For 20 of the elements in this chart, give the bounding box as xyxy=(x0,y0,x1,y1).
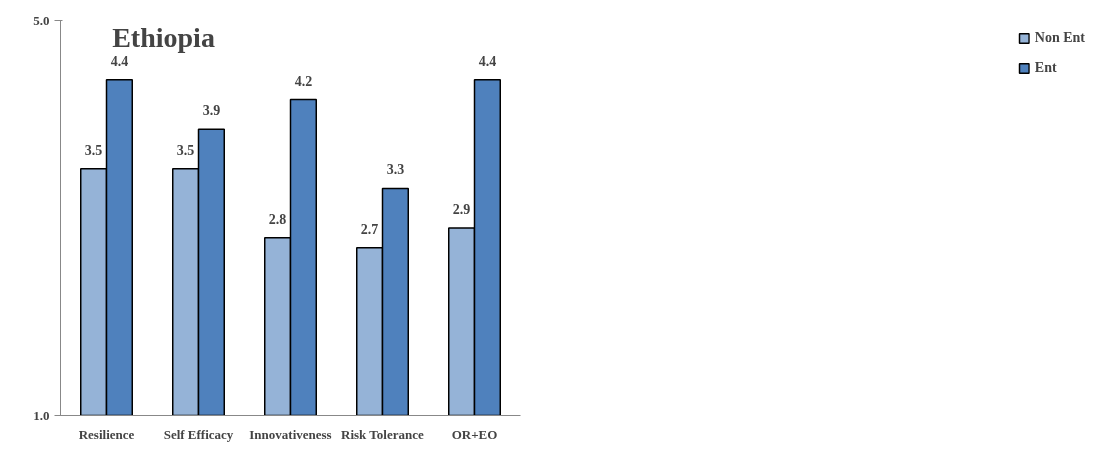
data-label: 2.8 xyxy=(268,211,287,227)
y-tick-label: 5.0 xyxy=(33,12,50,28)
data-label: 3.9 xyxy=(202,103,221,119)
data-label: 4.4 xyxy=(110,53,129,69)
legend-label: Non Ent xyxy=(1034,30,1085,46)
data-label: 2.9 xyxy=(452,201,471,217)
y-tick-label: 1.0 xyxy=(33,407,50,423)
x-tick-label: OR+EO xyxy=(451,426,498,442)
x-tick-label: Self Efficacy xyxy=(163,426,234,442)
data-label: 3.5 xyxy=(176,142,195,158)
data-label: 4.2 xyxy=(294,73,313,89)
chart-title: Ethiopia xyxy=(112,21,215,53)
data-label: 3.5 xyxy=(84,142,103,158)
x-tick-label: Risk Tolerance xyxy=(341,426,424,442)
data-label: 4.4 xyxy=(478,53,497,69)
x-tick-label: Innovativeness xyxy=(249,426,332,442)
data-label: 2.7 xyxy=(360,221,379,237)
legend-label: Ent xyxy=(1034,60,1057,76)
x-tick-label: Resilience xyxy=(78,426,135,442)
data-label: 3.3 xyxy=(386,162,405,178)
